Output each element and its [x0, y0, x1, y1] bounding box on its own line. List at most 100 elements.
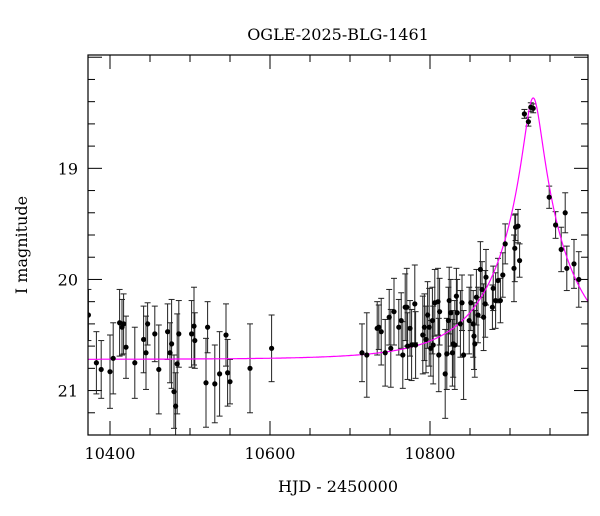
- data-point: [405, 343, 411, 349]
- data-point: [512, 245, 518, 251]
- data-point: [436, 352, 442, 358]
- data-point: [121, 321, 127, 327]
- data-point: [493, 297, 499, 304]
- data-point: [489, 304, 495, 310]
- data-point: [420, 332, 426, 338]
- data-point: [571, 261, 577, 267]
- data-point: [396, 324, 402, 330]
- data-point: [169, 341, 175, 347]
- data-point: [490, 285, 496, 291]
- data-point: [174, 361, 180, 367]
- data-point: [152, 331, 158, 337]
- data-point: [530, 105, 536, 111]
- axis-ticks: [88, 55, 588, 436]
- plot-frame: [87, 54, 589, 436]
- data-point: [409, 342, 415, 348]
- data-point: [449, 350, 455, 356]
- data-point: [430, 342, 436, 348]
- data-point: [386, 314, 392, 320]
- data-point: [223, 332, 229, 338]
- data-point: [429, 317, 435, 324]
- x-tick-label: 10600: [245, 444, 296, 463]
- data-point: [446, 297, 452, 304]
- data-point: [167, 350, 173, 356]
- error-bars: [88, 102, 582, 435]
- data-point: [391, 309, 397, 315]
- data-point: [562, 210, 568, 216]
- data-point: [413, 342, 419, 348]
- data-point: [171, 389, 177, 395]
- y-tick-label: 19: [58, 159, 78, 178]
- data-point: [378, 329, 384, 335]
- data-point: [212, 381, 218, 387]
- data-point: [452, 342, 458, 348]
- data-point: [364, 352, 370, 358]
- data-point: [426, 324, 432, 330]
- data-point: [553, 222, 559, 228]
- data-point: [423, 336, 429, 343]
- data-point: [145, 321, 151, 327]
- data-point: [558, 246, 564, 253]
- data-point: [110, 355, 116, 361]
- data-point: [191, 323, 197, 329]
- data-point: [192, 337, 198, 344]
- data-point: [564, 265, 570, 271]
- data-point: [123, 344, 129, 350]
- data-point: [448, 310, 454, 316]
- y-tick-label: 20: [58, 270, 78, 289]
- data-point: [117, 320, 123, 326]
- data-point: [472, 341, 478, 347]
- data-point: [88, 312, 91, 318]
- data-point: [98, 366, 104, 373]
- data-point: [359, 350, 365, 356]
- data-point: [468, 300, 474, 306]
- x-tick-label: 10400: [85, 444, 136, 463]
- data-point: [525, 119, 532, 125]
- data-point: [412, 301, 418, 307]
- data-point: [421, 324, 427, 330]
- data-point: [398, 317, 404, 324]
- data-point: [475, 312, 481, 318]
- data-point: [466, 317, 472, 324]
- model-curve: [88, 97, 588, 360]
- data-point: [132, 360, 138, 366]
- data-point: [445, 317, 451, 324]
- data-point: [479, 286, 485, 293]
- data-point: [497, 297, 503, 304]
- data-point: [141, 336, 147, 343]
- data-point: [376, 324, 382, 330]
- data-point: [461, 352, 467, 358]
- data-point: [442, 371, 448, 377]
- data-point: [425, 312, 431, 318]
- data-point: [495, 277, 501, 284]
- data-point: [459, 300, 465, 306]
- y-axis-label: I magnitude: [12, 196, 31, 294]
- data-point: [435, 299, 441, 305]
- data-point: [143, 350, 149, 356]
- data-point: [173, 403, 179, 409]
- data-point: [481, 314, 487, 320]
- data-point: [404, 304, 410, 310]
- data-point: [454, 310, 460, 316]
- data-point: [93, 360, 99, 366]
- data-point: [400, 352, 406, 358]
- data-point: [203, 380, 209, 386]
- data-point: [500, 272, 506, 278]
- data-point: [511, 265, 517, 271]
- data-point: [176, 331, 182, 337]
- data-point: [156, 366, 162, 373]
- data-point: [477, 266, 483, 273]
- y-tick-label: 21: [58, 382, 78, 401]
- data-point: [227, 379, 233, 385]
- data-point: [217, 371, 223, 377]
- chart-title: OGLE-2025-BLG-1461: [247, 25, 429, 44]
- data-point: [453, 293, 459, 299]
- data-point: [437, 309, 443, 315]
- data-point: [269, 345, 275, 351]
- data-point: [482, 301, 488, 307]
- data-point: [515, 223, 521, 229]
- data-point: [205, 324, 211, 330]
- data-point: [576, 276, 582, 283]
- x-axis-label: HJD - 2450000: [278, 477, 398, 496]
